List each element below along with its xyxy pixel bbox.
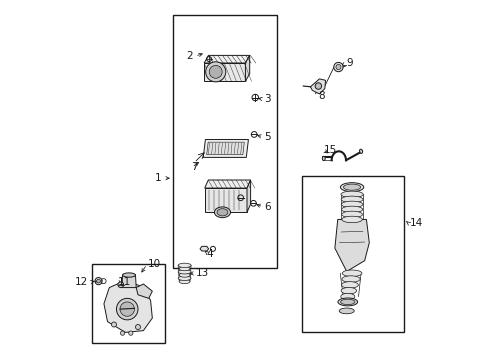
Ellipse shape bbox=[178, 276, 191, 280]
Polygon shape bbox=[122, 275, 136, 288]
Polygon shape bbox=[136, 284, 152, 298]
Ellipse shape bbox=[341, 211, 362, 218]
Circle shape bbox=[209, 66, 222, 78]
Text: 10: 10 bbox=[147, 259, 161, 269]
Ellipse shape bbox=[342, 270, 361, 276]
Text: 11: 11 bbox=[118, 277, 131, 287]
Polygon shape bbox=[203, 55, 249, 63]
Ellipse shape bbox=[341, 196, 362, 203]
Ellipse shape bbox=[341, 201, 362, 208]
Text: 1: 1 bbox=[154, 173, 161, 183]
Ellipse shape bbox=[340, 191, 363, 198]
Ellipse shape bbox=[341, 288, 356, 294]
Ellipse shape bbox=[179, 266, 190, 271]
Text: 15: 15 bbox=[323, 144, 336, 154]
Circle shape bbox=[111, 322, 116, 327]
Text: 2: 2 bbox=[185, 51, 192, 61]
Circle shape bbox=[116, 298, 138, 320]
Polygon shape bbox=[203, 139, 248, 157]
Circle shape bbox=[335, 64, 340, 69]
Text: 6: 6 bbox=[264, 202, 270, 212]
Polygon shape bbox=[310, 79, 325, 94]
Ellipse shape bbox=[359, 149, 362, 153]
Text: 4: 4 bbox=[206, 248, 213, 258]
Text: 12: 12 bbox=[75, 277, 88, 287]
Circle shape bbox=[118, 282, 123, 288]
Ellipse shape bbox=[341, 216, 362, 223]
Polygon shape bbox=[206, 142, 244, 155]
Circle shape bbox=[95, 278, 102, 285]
Text: 9: 9 bbox=[346, 58, 353, 68]
Polygon shape bbox=[200, 246, 208, 251]
Ellipse shape bbox=[179, 279, 190, 284]
Text: 5: 5 bbox=[264, 132, 270, 142]
Ellipse shape bbox=[178, 263, 191, 267]
Text: 13: 13 bbox=[196, 268, 209, 278]
Ellipse shape bbox=[122, 273, 135, 277]
Ellipse shape bbox=[341, 276, 360, 282]
Text: 14: 14 bbox=[408, 218, 422, 228]
Ellipse shape bbox=[343, 184, 360, 190]
Circle shape bbox=[128, 331, 133, 335]
Ellipse shape bbox=[322, 156, 325, 161]
Ellipse shape bbox=[214, 207, 230, 218]
Ellipse shape bbox=[339, 308, 353, 314]
Polygon shape bbox=[203, 63, 245, 81]
Polygon shape bbox=[204, 180, 250, 188]
Ellipse shape bbox=[179, 273, 190, 277]
Ellipse shape bbox=[337, 298, 357, 306]
Text: 7: 7 bbox=[190, 162, 197, 172]
Polygon shape bbox=[104, 280, 152, 332]
Circle shape bbox=[205, 62, 225, 82]
Text: 3: 3 bbox=[264, 94, 270, 104]
Ellipse shape bbox=[341, 282, 358, 288]
Circle shape bbox=[333, 62, 343, 72]
Text: 8: 8 bbox=[317, 91, 324, 101]
Polygon shape bbox=[246, 180, 250, 212]
Circle shape bbox=[97, 279, 100, 283]
Polygon shape bbox=[245, 55, 249, 81]
Ellipse shape bbox=[340, 183, 363, 192]
Circle shape bbox=[120, 331, 124, 335]
Ellipse shape bbox=[340, 299, 354, 305]
Circle shape bbox=[314, 83, 321, 89]
Polygon shape bbox=[334, 220, 368, 271]
Ellipse shape bbox=[217, 209, 227, 216]
Circle shape bbox=[120, 302, 134, 316]
Polygon shape bbox=[204, 188, 246, 212]
Ellipse shape bbox=[178, 270, 191, 274]
Circle shape bbox=[135, 324, 140, 329]
Ellipse shape bbox=[341, 206, 362, 213]
Ellipse shape bbox=[340, 293, 354, 300]
